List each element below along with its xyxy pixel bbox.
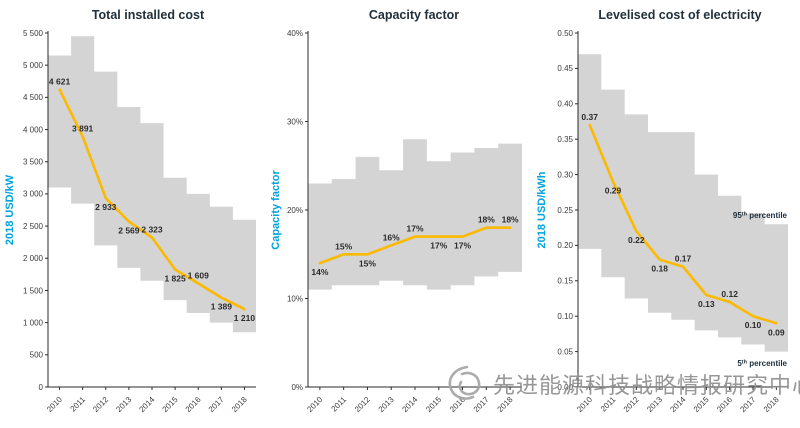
point-label: 2 569 xyxy=(118,226,140,236)
y-tick-label: 0.25 xyxy=(557,206,573,215)
y-tick-label: 3 000 xyxy=(23,190,44,199)
point-label: 0.18 xyxy=(651,264,668,274)
point-label: 0.29 xyxy=(605,186,622,196)
y-tick-label: 0.00 xyxy=(557,383,573,392)
y-axis-title: 2018 USD/kW xyxy=(4,174,16,245)
point-label: 14% xyxy=(311,267,328,277)
trend-line xyxy=(58,88,246,311)
chart-total-installed-cost: Total installed cost 0 500 1 000 1 500 2 000… xyxy=(0,0,266,428)
capacity-factor-plot: 0%10%20%30%40%2010 2011 2012 2013 2014 2015 20… xyxy=(270,29,522,414)
x-tick-label: 2012 xyxy=(353,395,372,414)
point-label: 0.12 xyxy=(721,289,738,299)
y-axis-title: 2018 USD/kWh xyxy=(536,171,548,248)
point-label: 4 621 xyxy=(49,77,71,87)
percentile-annotation: 5th percentile xyxy=(737,359,787,368)
point-label: 0.22 xyxy=(628,235,645,245)
y-tick-label: 4 500 xyxy=(23,93,44,102)
y-tick-label: 30% xyxy=(287,117,303,126)
y-tick-label: 1 000 xyxy=(23,318,44,327)
y-tick-label: 0.30 xyxy=(557,170,573,179)
point-label: 16% xyxy=(383,232,400,242)
point-label: 15% xyxy=(359,258,376,268)
point-label: 3 891 xyxy=(72,124,94,134)
x-tick-label: 2010 xyxy=(305,395,324,414)
y-tick-label: 3 500 xyxy=(23,158,44,167)
chart-title-capacity-factor: Capacity factor xyxy=(368,8,460,22)
point-label: 2 323 xyxy=(141,224,163,234)
point-label: 0.13 xyxy=(698,299,715,309)
y-tick-label: 0.45 xyxy=(557,64,573,73)
y-tick-label: 4 000 xyxy=(23,125,44,134)
percentile-band xyxy=(578,54,788,352)
percentile-band xyxy=(308,139,522,290)
point-label: 17% xyxy=(454,241,471,251)
y-tick-label: 5 500 xyxy=(23,29,44,38)
point-label: 0.10 xyxy=(745,320,762,330)
percentile-band xyxy=(48,36,256,333)
trend-line xyxy=(588,123,778,325)
y-tick-label: 0.50 xyxy=(557,29,573,38)
y-tick-label: 500 xyxy=(30,351,44,360)
x-tick-label: 2015 xyxy=(161,395,180,414)
point-label: 18% xyxy=(502,215,519,225)
y-tick-label: 10% xyxy=(287,294,303,303)
point-label: 18% xyxy=(478,215,495,225)
y-tick-label: 0.40 xyxy=(557,100,573,109)
y-tick-label: 0.15 xyxy=(557,277,573,286)
x-tick-label: 2014 xyxy=(400,395,419,414)
y-tick-label: 0% xyxy=(291,383,303,392)
point-label: 0.17 xyxy=(675,254,692,264)
x-tick-label: 2017 xyxy=(207,395,226,414)
chart-title-levelised-cost: Levelised cost of electricity xyxy=(598,8,762,22)
y-tick-label: 20% xyxy=(287,206,303,215)
y-tick-label: 40% xyxy=(287,29,303,38)
point-label: 17% xyxy=(430,241,447,251)
point-label: 1 210 xyxy=(234,313,256,323)
y-tick-label: 5 000 xyxy=(23,61,44,70)
x-tick-label: 2016 xyxy=(184,395,203,414)
y-tick-label: 2 500 xyxy=(23,222,44,231)
x-tick-label: 2012 xyxy=(91,395,110,414)
y-tick-label: 0.10 xyxy=(557,312,573,321)
y-tick-label: 1 500 xyxy=(23,286,44,295)
y-tick-label: 0.20 xyxy=(557,241,573,250)
y-tick-label: 2 000 xyxy=(23,254,44,263)
point-label: 1 389 xyxy=(211,302,233,312)
x-tick-label: 2010 xyxy=(45,395,64,414)
point-label: 17% xyxy=(406,224,423,234)
x-tick-label: 2011 xyxy=(69,395,88,414)
trend-line xyxy=(318,226,512,265)
y-tick-label: 0.35 xyxy=(557,135,573,144)
point-label: 15% xyxy=(335,241,352,251)
watermark-logo-icon xyxy=(448,365,481,400)
y-tick-label: 0.05 xyxy=(557,347,573,356)
watermark-text: 先进能源科技战略情报研究中心 xyxy=(493,374,800,399)
levelised-cost-plot: 0.00 0.05 0.10 0.15 0.20 0.25 0.30 0.35 0.40 0.45… xyxy=(536,29,788,414)
point-label: 1 609 xyxy=(188,270,210,280)
x-tick-label: 2018 xyxy=(230,395,249,414)
y-axis-title: Capacity factor xyxy=(270,170,282,250)
percentile-annotation: 95th percentile xyxy=(733,211,788,220)
point-label: 1 825 xyxy=(164,274,186,284)
x-tick-label: 2015 xyxy=(424,395,443,414)
watermark: 先进能源科技战略情报研究中心 xyxy=(442,362,800,406)
chart-levelised-cost: Levelised cost of electricity 0.00 0.05 0.… xyxy=(532,0,798,428)
x-tick-label: 2014 xyxy=(137,395,156,414)
chart-title-total-installed-cost: Total installed cost xyxy=(91,8,205,22)
point-label: 0.09 xyxy=(768,327,785,337)
x-tick-label: 2013 xyxy=(377,395,396,414)
point-label: 2 933 xyxy=(95,202,117,212)
x-tick-label: 2013 xyxy=(114,395,133,414)
total-installed-cost-plot: 0 500 1 000 1 500 2 000 2 500 3 000 3 500 4 000 4… xyxy=(4,29,256,414)
point-label: 0.37 xyxy=(581,112,598,122)
x-tick-label: 2011 xyxy=(330,395,349,414)
chart-capacity-factor: Capacity factor 0% 10% 20% 30% 40% 2010 2011 20… xyxy=(266,0,532,428)
y-tick-label: 0 xyxy=(39,383,44,392)
